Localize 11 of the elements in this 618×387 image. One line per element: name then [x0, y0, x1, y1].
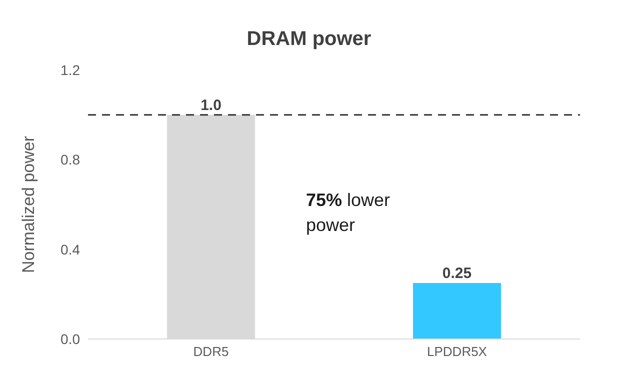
x-tick-label: DDR5	[193, 344, 229, 360]
y-tick-label: 0.4	[60, 241, 80, 258]
y-tick-label: 1.2	[60, 62, 80, 78]
data-label: 0.25	[442, 264, 472, 282]
annotation: 75% lower power	[306, 189, 392, 237]
y-axis-title: Normalized power	[19, 136, 38, 273]
x-tick-label: LPDDR5X	[427, 344, 488, 360]
chart-title: DRAM power	[246, 28, 372, 51]
y-tick-label: 0.0	[60, 330, 80, 347]
y-tick-label: 0.8	[60, 152, 80, 168]
data-label: 1.0	[200, 96, 222, 114]
